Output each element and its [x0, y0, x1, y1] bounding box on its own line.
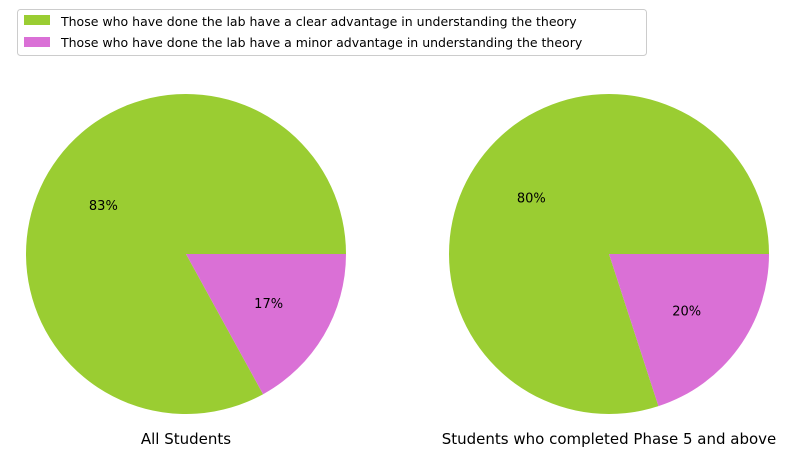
legend-entry-minor-advantage: Those who have done the lab have a minor… — [60, 35, 583, 50]
legend-swatch-minor-advantage — [24, 37, 50, 47]
pie-1: 83% 17% All Students — [26, 94, 347, 448]
legend-swatch-clear-advantage — [24, 15, 50, 25]
legend-entry-clear-advantage: Those who have done the lab have a clear… — [60, 14, 577, 29]
legend-frame — [17, 9, 647, 56]
pie-2-slice-minor-advantage — [609, 254, 769, 407]
pie-2-label-minor-advantage: 20% — [672, 304, 701, 319]
pie-2-label-clear-advantage: 80% — [517, 192, 546, 207]
pie-1-title: All Students — [141, 430, 231, 448]
pie-1-label-minor-advantage: 17% — [254, 297, 283, 312]
pie-2-slice-clear-advantage — [448, 94, 769, 415]
pie-1-slice-minor-advantage — [186, 254, 346, 395]
pie-2-title: Students who completed Phase 5 and above — [442, 430, 777, 448]
pie-2: 80% 20% Students who completed Phase 5 and… — [442, 94, 777, 448]
pie-1-label-clear-advantage: 83% — [89, 199, 118, 214]
pie-1-slice-clear-advantage — [26, 94, 347, 415]
legend: Those who have done the lab have a clear… — [17, 9, 647, 56]
pies-group: 83% 17% All Students 80% 20% Students who com… — [26, 94, 776, 448]
